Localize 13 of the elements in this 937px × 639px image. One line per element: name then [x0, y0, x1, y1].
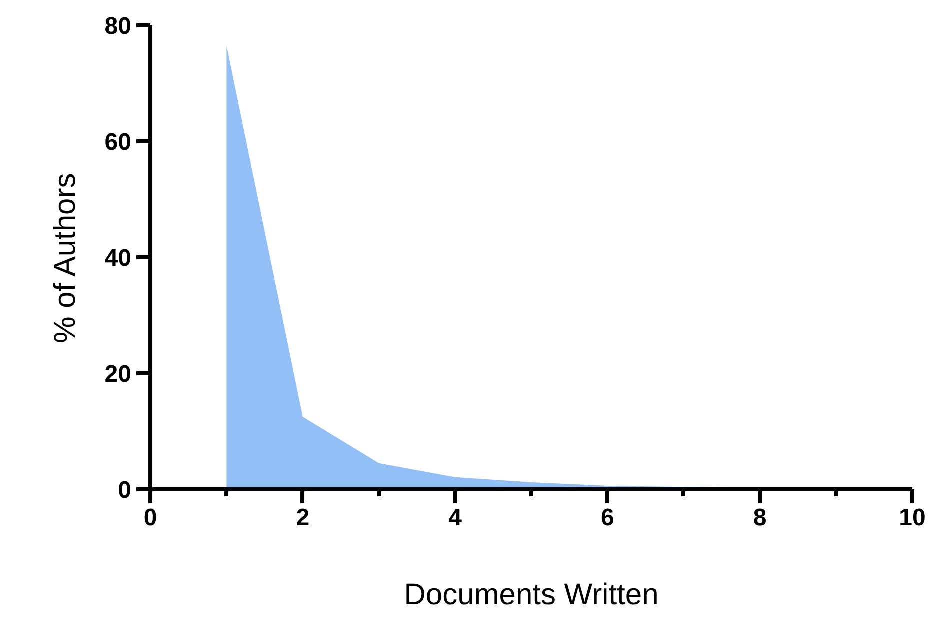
y-tick-label: 40: [104, 245, 132, 272]
y-axis-title: % of Authors: [48, 173, 82, 344]
x-tick-label: 0: [144, 504, 158, 532]
x-tick-label: 4: [448, 504, 463, 532]
x-tick-label: 6: [601, 504, 614, 532]
x-tick-label: 8: [753, 504, 767, 532]
y-tick-label: 20: [104, 361, 132, 388]
x-tick-label: 2: [296, 504, 310, 532]
y-tick-label: 0: [118, 477, 132, 504]
x-tick-label: 10: [899, 504, 926, 532]
y-tick-label: 60: [104, 129, 132, 156]
x-axis-title: Documents Written: [404, 578, 659, 612]
y-tick-label: 80: [104, 13, 132, 40]
